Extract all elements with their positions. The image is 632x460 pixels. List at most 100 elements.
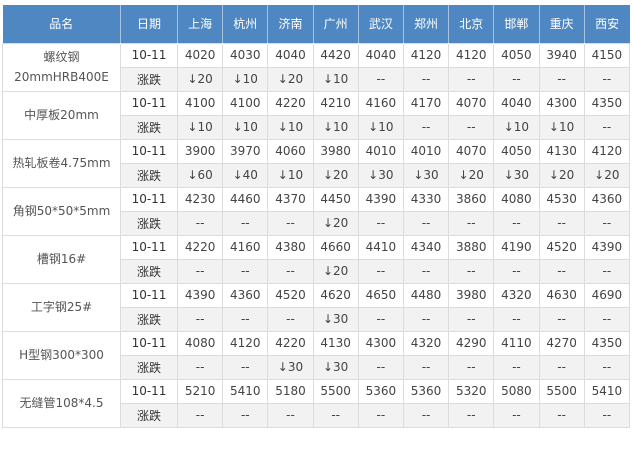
change-cell: ↓30 [312, 354, 359, 380]
change-cell: -- [583, 306, 631, 332]
date-cell: 10-11 [120, 282, 178, 308]
price-cell: 4530 [538, 186, 585, 212]
change-cell: -- [538, 306, 585, 332]
change-cell: -- [312, 402, 359, 428]
change-cell: -- [402, 258, 450, 284]
price-cell: 4620 [312, 282, 359, 308]
date-cell: 10-11 [120, 330, 178, 356]
price-cell: 4080 [493, 186, 540, 212]
product-name-line: 角钢50*50*5mm [12, 203, 111, 218]
price-cell: 4220 [176, 234, 224, 260]
change-cell: -- [267, 306, 314, 332]
change-cell: ↓60 [176, 162, 224, 188]
header-row: 品名 日期 上海 杭州 济南 广州 武汉 郑州 北京 邯郸 重庆 西安 [2, 5, 630, 43]
change-row: 涨跌 -- -- -- ↓20 -- -- -- -- -- -- [3, 210, 631, 236]
product-name-cell: 螺纹钢 20mmHRB400E [2, 42, 121, 92]
price-cell: 3980 [448, 282, 495, 308]
price-cell: 4660 [312, 234, 359, 260]
change-cell: -- [176, 306, 224, 332]
price-cell: 4010 [357, 138, 404, 164]
price-cell: 4130 [312, 330, 359, 356]
change-cell: -- [448, 354, 495, 380]
price-cell: 4160 [357, 90, 404, 116]
change-cell: ↓20 [312, 210, 359, 236]
change-cell: ↓20 [448, 162, 495, 188]
column-header: 郑州 [403, 5, 450, 43]
change-cell: ↓20 [312, 258, 359, 284]
price-cell: 5360 [402, 378, 450, 404]
change-cell: -- [583, 210, 631, 236]
change-cell: ↓20 [312, 162, 359, 188]
price-cell: 4070 [448, 138, 495, 164]
date-cell: 10-11 [120, 42, 178, 68]
price-cell: 5500 [538, 378, 585, 404]
change-cell: -- [583, 114, 631, 140]
change-cell: -- [176, 258, 224, 284]
steel-price-table: 品名 日期 上海 杭州 济南 广州 武汉 郑州 北京 邯郸 重庆 西安 螺纹钢 20mmHRB400E 1… [2, 5, 631, 428]
change-cell: -- [493, 258, 540, 284]
change-cell: ↓10 [538, 114, 585, 140]
column-header: 西安 [584, 5, 630, 43]
price-cell: 3940 [538, 42, 585, 68]
change-row-label: 涨跌 [120, 306, 178, 332]
change-cell: ↓30 [312, 306, 359, 332]
price-cell: 4290 [448, 330, 495, 356]
change-cell: -- [176, 210, 224, 236]
change-cell: ↓30 [402, 162, 450, 188]
change-cell: ↓10 [312, 66, 359, 92]
price-cell: 4460 [222, 186, 269, 212]
price-cell: 3860 [448, 186, 495, 212]
price-cell: 4350 [583, 90, 631, 116]
change-cell: -- [222, 354, 269, 380]
price-cell: 4390 [176, 282, 224, 308]
price-cell: 5410 [222, 378, 269, 404]
change-row: 涨跌 -- -- -- -- -- -- -- -- -- -- [3, 402, 631, 428]
change-cell: ↓10 [222, 66, 269, 92]
price-cell: 4370 [267, 186, 314, 212]
price-cell: 5180 [267, 378, 314, 404]
price-cell: 4040 [357, 42, 404, 68]
column-header: 品名 [2, 5, 121, 43]
column-header: 广州 [313, 5, 359, 43]
price-cell: 4330 [402, 186, 450, 212]
price-cell: 4100 [176, 90, 224, 116]
price-row: 工字钢25# 10-11 4390 4360 4520 4620 4650 4480 3980 4… [2, 282, 631, 332]
change-cell: -- [402, 210, 450, 236]
column-header: 邯郸 [493, 5, 540, 43]
product-name-line: 工字钢25# [30, 299, 93, 314]
change-row-label: 涨跌 [120, 114, 178, 140]
price-cell: 4030 [222, 42, 269, 68]
change-cell: -- [538, 354, 585, 380]
change-cell: -- [402, 354, 450, 380]
price-cell: 4360 [222, 282, 269, 308]
change-cell: -- [448, 210, 495, 236]
change-cell: -- [357, 210, 404, 236]
price-row: 螺纹钢 20mmHRB400E 10-11 4020 4030 4040 4420 4040 4… [2, 42, 631, 92]
change-cell: -- [583, 258, 631, 284]
change-cell: -- [538, 210, 585, 236]
change-row-label: 涨跌 [120, 258, 178, 284]
date-cell: 10-11 [120, 90, 178, 116]
change-cell: -- [357, 258, 404, 284]
price-cell: 4130 [538, 138, 585, 164]
column-header: 杭州 [222, 5, 269, 43]
change-cell: ↓30 [493, 162, 540, 188]
date-cell: 10-11 [120, 234, 178, 260]
change-cell: ↓10 [222, 114, 269, 140]
price-cell: 4020 [176, 42, 224, 68]
change-cell: -- [267, 258, 314, 284]
change-row: 涨跌 ↓20 ↓10 ↓20 ↓10 -- -- -- -- -- -- [3, 66, 631, 92]
date-cell: 10-11 [120, 378, 178, 404]
change-cell: -- [402, 114, 450, 140]
change-cell: -- [176, 402, 224, 428]
change-cell: -- [448, 402, 495, 428]
change-cell: ↓20 [538, 162, 585, 188]
date-cell: 10-11 [120, 186, 178, 212]
price-cell: 3980 [312, 138, 359, 164]
price-cell: 4520 [538, 234, 585, 260]
date-cell: 10-11 [120, 138, 178, 164]
change-cell: -- [222, 258, 269, 284]
price-cell: 4120 [583, 138, 631, 164]
price-row: 热轧板卷4.75mm 10-11 3900 3970 4060 3980 4010 4010 4… [2, 138, 631, 188]
change-cell: ↓20 [583, 162, 631, 188]
